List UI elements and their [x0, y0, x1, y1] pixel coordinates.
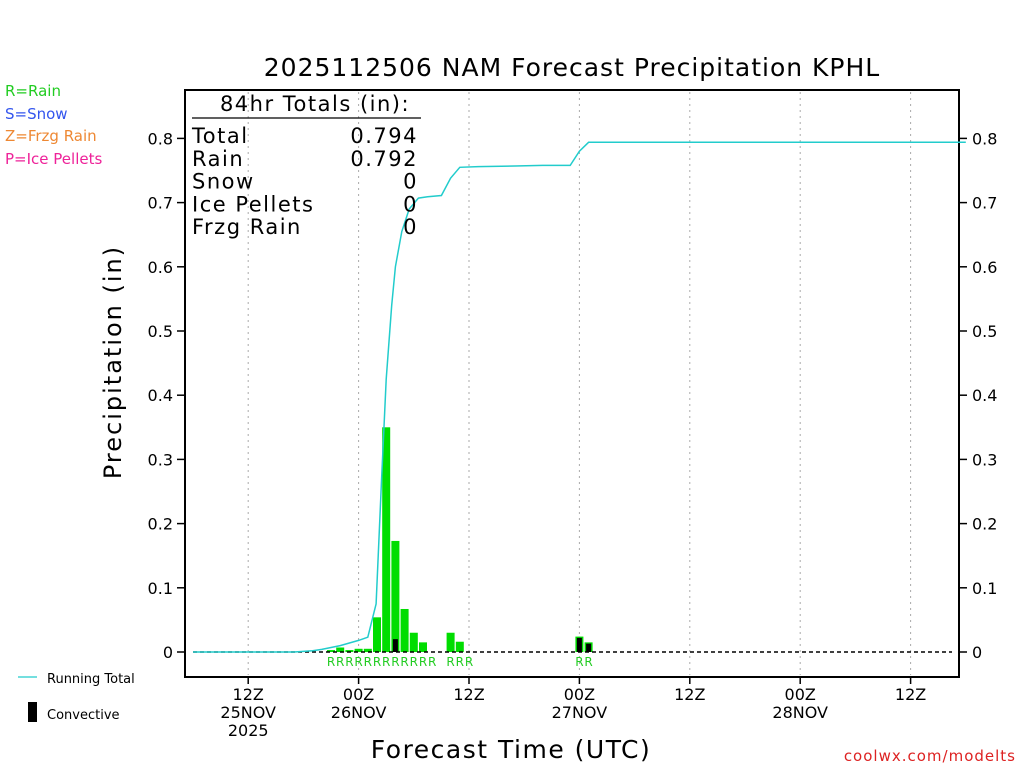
totals-row-label: Ice Pellets	[192, 192, 314, 216]
legend-ice-pellets: P=Ice Pellets	[5, 150, 102, 168]
rain-bar	[455, 641, 464, 652]
rain-bar	[373, 617, 381, 652]
rain-bar	[354, 648, 363, 652]
totals-row-label: Total	[191, 124, 249, 148]
x-tick-label: 00Z	[343, 685, 374, 704]
x-tick-label: 12Z	[233, 685, 264, 704]
totals-row-label: Frzg Rain	[192, 215, 302, 239]
precip-type-letter: R	[465, 655, 473, 669]
series-legend: Running Total Convective	[18, 672, 135, 723]
y-tick-label-left: 0.6	[148, 258, 173, 277]
rain-bar	[409, 632, 418, 652]
precip-type-letter: R	[410, 655, 418, 669]
convective-bar	[392, 639, 398, 652]
y-tick-label-left: 0	[163, 643, 173, 662]
grid-lines	[247, 92, 912, 675]
y-tick-label-right: 0.7	[972, 194, 997, 213]
y-tick-label-right: 0.6	[972, 258, 997, 277]
running-total-line	[193, 141, 966, 653]
rain-bar	[382, 427, 391, 652]
x-tick-label: 12Z	[895, 685, 926, 704]
x-tick-label: 28NOV	[772, 703, 828, 722]
y-tick-label-left: 0.7	[148, 194, 173, 213]
chart-title: 2025112506 NAM Forecast Precipitation KP…	[264, 53, 880, 82]
precip-type-letter: R	[336, 655, 344, 669]
rain-bar	[400, 608, 409, 652]
totals-row-value: 0.792	[350, 147, 418, 171]
y-tick-label-left: 0.3	[148, 450, 173, 469]
plot-frame	[184, 89, 960, 678]
y-tick-label-right: 0.8	[972, 129, 997, 148]
precip-type-letter: R	[419, 655, 427, 669]
convective-swatch	[28, 702, 37, 722]
totals-row-value: 0	[403, 192, 418, 216]
credit-text: coolwx.com/modelts	[844, 747, 1016, 765]
convective-bar	[576, 637, 582, 652]
rain-bar	[327, 650, 335, 652]
x-tick-label: 00Z	[785, 685, 816, 704]
totals-rows: Total 0.794 Rain 0.792 Snow 0 Ice Pellets 0 Frzg…	[191, 124, 418, 239]
x-tick-label: 12Z	[453, 685, 484, 704]
totals-row-value: 0	[403, 170, 418, 194]
y-tick-label-left: 0.8	[148, 129, 173, 148]
x-tick-label: 27NOV	[552, 703, 608, 722]
legend-rain: R=Rain	[5, 82, 61, 100]
rain-bars	[327, 427, 593, 652]
rain-bar	[391, 540, 400, 652]
precip-type-letter: R	[345, 655, 353, 669]
precip-type-letter: R	[327, 655, 335, 669]
x-tick-label: 12Z	[674, 685, 705, 704]
legend-snow: S=Snow	[5, 105, 68, 123]
precip-type-letter: R	[400, 655, 408, 669]
y-tick-label-left: 0.1	[148, 579, 173, 598]
y-axis-label: Precipitation (in)	[99, 245, 127, 479]
rain-bar	[363, 648, 372, 652]
x-tick-label: 25NOV	[220, 703, 276, 722]
running-total-legend-label: Running Total	[47, 672, 135, 687]
totals-row-label: Snow	[192, 170, 255, 194]
totals-heading: 84hr Totals (in):	[220, 92, 410, 116]
y-tick-label-right: 0.1	[972, 579, 997, 598]
precip-type-letter: R	[354, 655, 362, 669]
x-tick-label: 2025	[228, 721, 269, 740]
precip-type-letter: R	[456, 655, 464, 669]
convective-legend-label: Convective	[47, 708, 120, 723]
y-tick-label-right: 0.2	[972, 515, 997, 534]
convective-bar	[586, 643, 592, 652]
precip-type-letter: R	[584, 655, 592, 669]
precip-type-legend: R=Rain S=Snow Z=Frzg Rain P=Ice Pellets	[5, 82, 102, 168]
precip-type-letter: R	[575, 655, 583, 669]
y-axis-left: 0 0.1 0.2 0.3 0.4 0.5 0.6 0.7 0.8	[148, 129, 185, 662]
rain-bar	[345, 650, 354, 652]
y-tick-label-right: 0.5	[972, 322, 997, 341]
precip-type-letter: R	[382, 655, 390, 669]
totals-row-label: Rain	[192, 147, 244, 171]
precip-type-letter: R	[428, 655, 436, 669]
y-tick-label-right: 0	[972, 643, 982, 662]
precip-type-letter: R	[446, 655, 454, 669]
y-tick-label-left: 0.2	[148, 515, 173, 534]
rain-bar	[446, 632, 455, 652]
y-axis-right: 0 0.1 0.2 0.3 0.4 0.5 0.6 0.7 0.8	[959, 129, 997, 662]
legend-frzg-rain: Z=Frzg Rain	[5, 127, 97, 145]
convective-bars	[392, 637, 592, 652]
totals-row-value: 0.794	[350, 124, 418, 148]
rain-bar	[419, 642, 427, 652]
y-tick-label-left: 0.4	[148, 386, 173, 405]
x-axis-label: Forecast Time (UTC)	[371, 735, 651, 764]
y-tick-label-right: 0.3	[972, 450, 997, 469]
rain-bar	[336, 647, 345, 652]
y-tick-label-right: 0.4	[972, 386, 997, 405]
totals-box: 84hr Totals (in): Total 0.794 Rain 0.792 Sno…	[191, 92, 421, 239]
precip-type-letter: R	[373, 655, 381, 669]
y-tick-label-left: 0.5	[148, 322, 173, 341]
precip-type-letter: R	[364, 655, 372, 669]
precip-type-letter: R	[391, 655, 399, 669]
x-tick-label: 26NOV	[331, 703, 387, 722]
x-tick-label: 00Z	[564, 685, 595, 704]
totals-row-value: 0	[403, 215, 418, 239]
